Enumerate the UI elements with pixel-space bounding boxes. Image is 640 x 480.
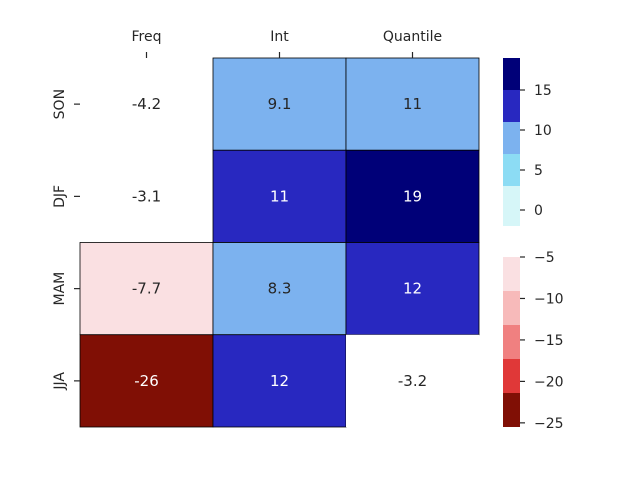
cell-value-label: -3.2: [398, 372, 427, 390]
colorbar-positive-segment: [503, 122, 520, 154]
colorbar-positive-segment: [503, 58, 520, 90]
cell-value-label: 11: [270, 187, 289, 205]
cell-value-label: -3.1: [132, 187, 161, 205]
colorbar-negative-segment: [503, 359, 520, 393]
colorbar-negative-tick-label: −10: [534, 291, 564, 307]
cell-value-label: 12: [270, 372, 289, 390]
colorbar-positive-tick-label: 5: [534, 163, 543, 179]
column-labels: Freq Int Quantile: [132, 29, 442, 58]
colorbar-negative-segment: [503, 291, 520, 325]
heatmap-cell: [79, 334, 214, 428]
colorbar-positive-tick-label: 10: [534, 123, 552, 139]
heatmap-cell: [212, 57, 347, 151]
cell-value-label: -26: [134, 372, 159, 390]
cell-value-label: 11: [403, 95, 422, 113]
cell-value-label: 8.3: [268, 280, 292, 298]
colorbar-negative-segment: [503, 257, 520, 291]
column-label: Int: [270, 29, 289, 45]
colorbar-positive-segment: [503, 154, 520, 186]
heatmap-cell: [80, 58, 213, 151]
colorbar-positive: 0 5 10 15: [503, 58, 552, 226]
row-label: JJA: [52, 372, 68, 391]
cell-value-label: 19: [403, 187, 422, 205]
colorbar-positive-segment: [503, 90, 520, 122]
heatmap-cell: [345, 242, 480, 336]
colorbar-negative-tick-label: −25: [534, 416, 564, 432]
row-label: MAM: [52, 272, 68, 306]
cell-value-label: -7.7: [132, 280, 161, 298]
row-label: SON: [52, 89, 68, 119]
colorbar-positive-tick-label: 15: [534, 83, 552, 99]
heatmap-cell: [79, 242, 214, 336]
heatmap-cell: [346, 334, 479, 427]
heatmap-cell: [345, 149, 480, 243]
heatmap-cell: [212, 334, 347, 428]
heatmap-cell: [212, 149, 347, 243]
heatmap-cells: -4.2 9.1 11 -3.1 11 19 -7.7 8.3 12 -26 12 -3.2: [79, 57, 480, 428]
colorbar-negative-segment: [503, 325, 520, 359]
heatmap-cell: [212, 242, 347, 336]
colorbar-negative-segment: [503, 393, 520, 427]
cell-value-label: -4.2: [132, 95, 161, 113]
colorbar-positive-segment: [503, 186, 520, 226]
colorbar-negative-tick-label: −15: [534, 333, 564, 349]
colorbar-negative-tick-label: −5: [534, 250, 555, 266]
colorbar-positive-tick-label: 0: [534, 203, 543, 219]
cell-value-label: 9.1: [268, 95, 292, 113]
row-label: DJF: [52, 185, 68, 208]
colorbar-negative: −5 −10 −15 −20 −25: [503, 250, 564, 432]
cell-value-label: 12: [403, 280, 422, 298]
colorbar-negative-tick-label: −20: [534, 374, 564, 390]
column-label: Freq: [132, 29, 162, 45]
heatmap-cell: [80, 150, 213, 243]
row-labels: SON DJF MAM JJA: [52, 89, 80, 391]
column-label: Quantile: [383, 29, 442, 45]
